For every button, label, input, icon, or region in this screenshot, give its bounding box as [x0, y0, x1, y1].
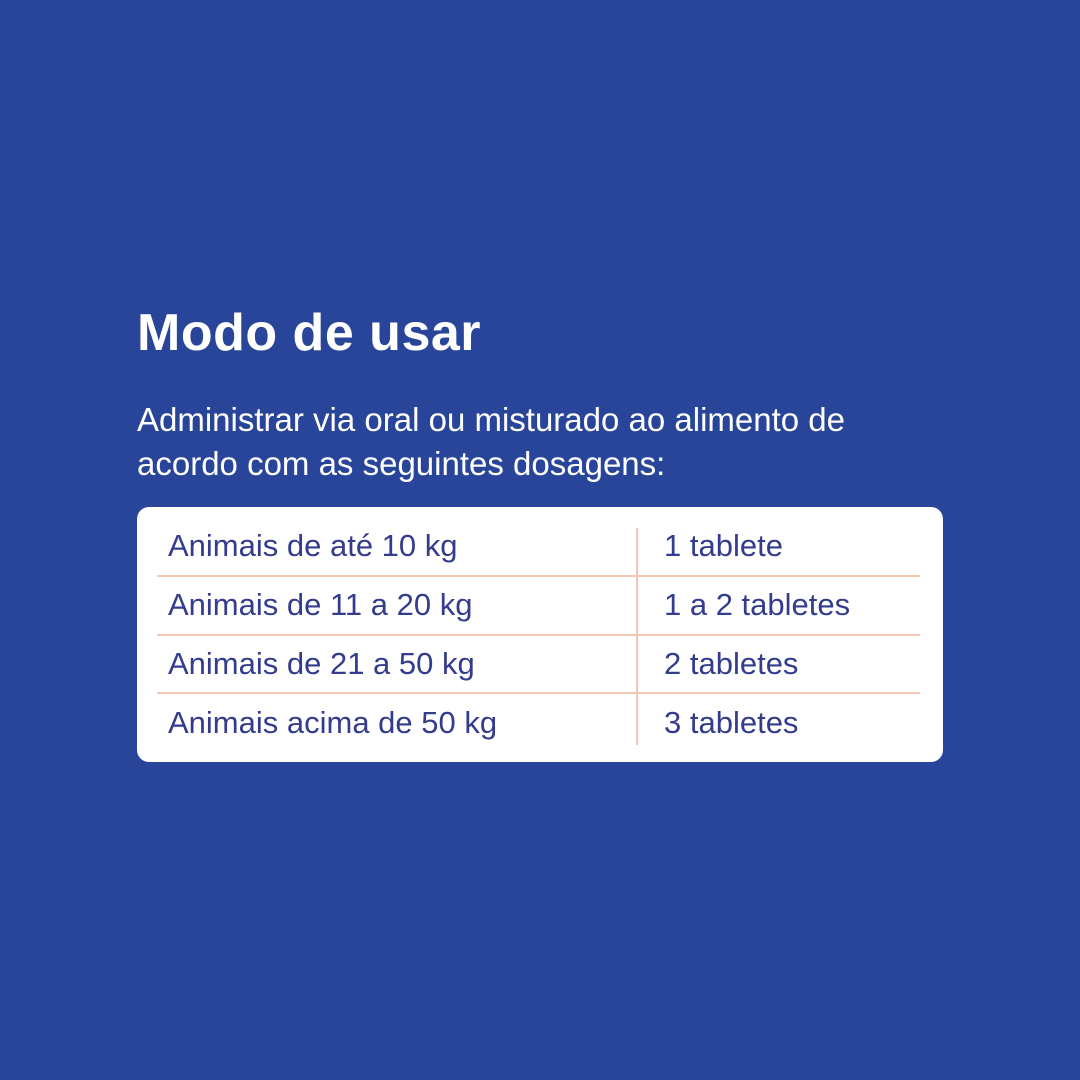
column-divider: [636, 528, 638, 745]
table-row: Animais de 11 a 20 kg 1 a 2 tabletes: [137, 577, 943, 634]
dose-value: 1 tablete: [664, 528, 783, 564]
table-row: Animais de 21 a 50 kg 2 tabletes: [137, 636, 943, 693]
animal-weight-range: Animais de 11 a 20 kg: [168, 587, 473, 623]
table-row: Animais de até 10 kg 1 tablete: [137, 518, 943, 575]
dosage-table-card: Animais de até 10 kg 1 tablete Animais d…: [137, 507, 943, 762]
dose-value: 3 tabletes: [664, 704, 799, 740]
row-divider: [157, 574, 920, 577]
dose-value: 1 a 2 tabletes: [664, 587, 851, 623]
animal-weight-range: Animais de 21 a 50 kg: [168, 645, 475, 681]
dose-value: 2 tabletes: [664, 645, 799, 681]
page-title: Modo de usar: [137, 304, 482, 362]
row-divider: [157, 633, 920, 636]
animal-weight-range: Animais de até 10 kg: [168, 528, 458, 564]
table-row: Animais acima de 50 kg 3 tabletes: [137, 694, 943, 751]
animal-weight-range: Animais acima de 50 kg: [168, 704, 498, 740]
instructions-text: Administrar via oral ou misturado ao ali…: [137, 401, 846, 482]
row-divider: [157, 692, 920, 695]
